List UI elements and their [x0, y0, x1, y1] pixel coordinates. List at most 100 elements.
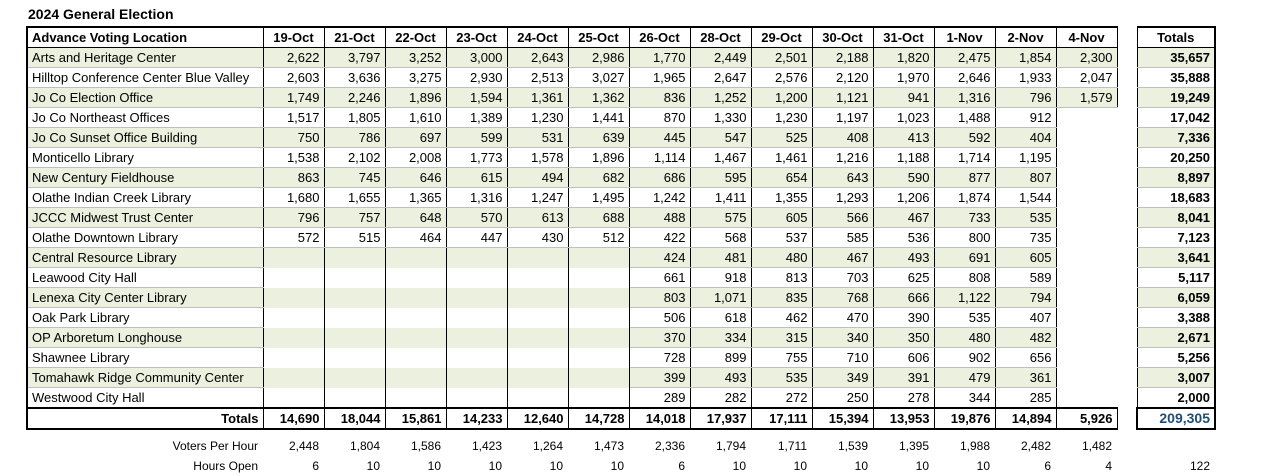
vote-count-cell: 1,965	[629, 67, 691, 88]
vote-count-cell: 1,933	[995, 67, 1057, 88]
column-header-date: 21-Oct	[323, 26, 386, 48]
location-name: Jo Co Election Office	[26, 87, 264, 108]
vote-count-cell: 3,797	[324, 47, 386, 68]
location-name: Shawnee Library	[26, 347, 264, 368]
location-name: Olathe Downtown Library	[26, 227, 264, 248]
summary-stats-table: Voters Per Hour 2,448 1,804 1,586 1,423 1,264…	[26, 436, 1214, 476]
table-row: Olathe Downtown Library 572 515 464 447 430 51…	[26, 227, 1216, 248]
vote-count-cell: 733	[934, 207, 996, 228]
column-gap	[1117, 127, 1137, 148]
vote-count-cell: 568	[690, 227, 752, 248]
vote-count-cell: 1,749	[263, 87, 325, 108]
vote-count-cell: 2,300	[1056, 47, 1118, 68]
vote-count-cell: 625	[873, 267, 935, 288]
stat-value: 2,482	[1020, 439, 1051, 453]
vote-count-cell: 757	[324, 207, 386, 228]
column-header-date: 26-Oct	[628, 26, 691, 48]
vote-count-cell	[263, 347, 325, 368]
location-total-cell: 8,897	[1136, 167, 1216, 188]
vote-count-cell: 1,023	[873, 107, 935, 128]
vote-count-cell	[568, 367, 630, 388]
vote-count-cell: 615	[446, 167, 508, 188]
daily-total-cell: 13,953	[873, 407, 935, 430]
column-gap	[1117, 247, 1137, 268]
vote-count-cell	[568, 267, 630, 288]
stat-value: 6	[312, 459, 319, 473]
vote-count-cell: 666	[873, 287, 935, 308]
vote-count-cell: 2,475	[934, 47, 996, 68]
vote-count-cell	[507, 287, 569, 308]
vote-count-cell: 349	[812, 367, 874, 388]
location-total-cell: 5,117	[1136, 267, 1216, 288]
column-gap	[1117, 227, 1137, 248]
location-name: Jo Co Sunset Office Building	[26, 127, 264, 148]
vote-count-cell	[446, 367, 508, 388]
vote-count-cell	[385, 367, 447, 388]
stat-value: 1,423	[471, 439, 502, 453]
vote-count-cell	[1055, 127, 1117, 148]
vote-count-cell	[263, 307, 325, 328]
vote-count-cell: 807	[995, 167, 1057, 188]
vote-count-cell	[324, 367, 386, 388]
vote-count-cell: 1,230	[751, 107, 813, 128]
vote-count-cell: 282	[690, 387, 752, 409]
vote-count-cell: 1,330	[690, 107, 752, 128]
vote-count-cell	[324, 327, 386, 348]
vote-count-cell: 1,365	[385, 187, 447, 208]
vote-count-cell	[385, 247, 447, 268]
vote-count-cell: 796	[995, 87, 1057, 108]
vote-count-cell: 430	[507, 227, 569, 248]
vote-count-cell: 899	[690, 347, 752, 368]
column-header-totals: Totals	[1136, 26, 1216, 48]
vote-count-cell: 2,008	[385, 147, 447, 168]
column-gap	[1117, 267, 1137, 288]
vote-count-cell: 605	[995, 247, 1057, 268]
vote-count-cell: 2,647	[690, 67, 752, 88]
vote-count-cell: 334	[690, 327, 752, 348]
vote-count-cell	[385, 267, 447, 288]
daily-total-cell: 12,640	[507, 407, 569, 430]
stat-value: 1,711	[777, 439, 807, 453]
vote-count-cell: 1,121	[812, 87, 874, 108]
vote-count-cell	[1055, 267, 1117, 288]
vote-count-cell: 482	[995, 327, 1057, 348]
table-row: JCCC Midwest Trust Center 796 757 648 570 613…	[26, 207, 1216, 228]
vote-count-cell	[324, 247, 386, 268]
vote-count-cell: 250	[812, 387, 874, 409]
vote-count-cell: 912	[995, 107, 1057, 128]
stat-value: 10	[793, 459, 807, 473]
table-row: Monticello Library 1,538 2,102 2,008 1,773 1,…	[26, 147, 1216, 168]
vote-count-cell: 3,636	[324, 67, 386, 88]
location-total-cell: 8,041	[1136, 207, 1216, 228]
vote-count-cell: 479	[934, 367, 996, 388]
table-row: Leawood City Hall 661 918 813 703 625 808 589 5,…	[26, 267, 1216, 288]
vote-count-cell: 1,200	[751, 87, 813, 108]
vote-count-cell: 408	[812, 127, 874, 148]
vote-count-cell: 480	[934, 327, 996, 348]
vote-count-cell: 531	[507, 127, 569, 148]
vote-count-cell	[1055, 327, 1117, 348]
table-row: Arts and Heritage Center 2,622 3,797 3,252 3…	[26, 47, 1216, 68]
vote-count-cell: 535	[934, 307, 996, 328]
vote-count-cell	[385, 327, 447, 348]
vote-count-cell: 424	[629, 247, 691, 268]
vote-count-cell	[507, 267, 569, 288]
vote-count-cell: 648	[385, 207, 447, 228]
vote-count-cell: 413	[873, 127, 935, 148]
location-name: Tomahawk Ridge Community Center	[26, 367, 264, 388]
column-header-date: 22-Oct	[384, 26, 447, 48]
stat-value: 1,539	[837, 439, 868, 453]
vote-count-cell: 570	[446, 207, 508, 228]
daily-total-cell: 5,926	[1056, 407, 1118, 430]
vote-count-cell: 445	[629, 127, 691, 148]
location-total-cell: 3,641	[1136, 247, 1216, 268]
table-row: OP Arboretum Longhouse 370 334 315 340 350 480…	[26, 327, 1216, 348]
location-total-cell: 3,007	[1136, 367, 1216, 388]
stat-value: 10	[854, 459, 868, 473]
stat-value: 10	[976, 459, 990, 473]
vote-count-cell: 404	[995, 127, 1057, 148]
vote-count-cell: 1,216	[812, 147, 874, 168]
vote-count-cell: 1,517	[263, 107, 325, 128]
vote-count-cell: 592	[934, 127, 996, 148]
column-header-location: Advance Voting Location	[26, 26, 264, 48]
